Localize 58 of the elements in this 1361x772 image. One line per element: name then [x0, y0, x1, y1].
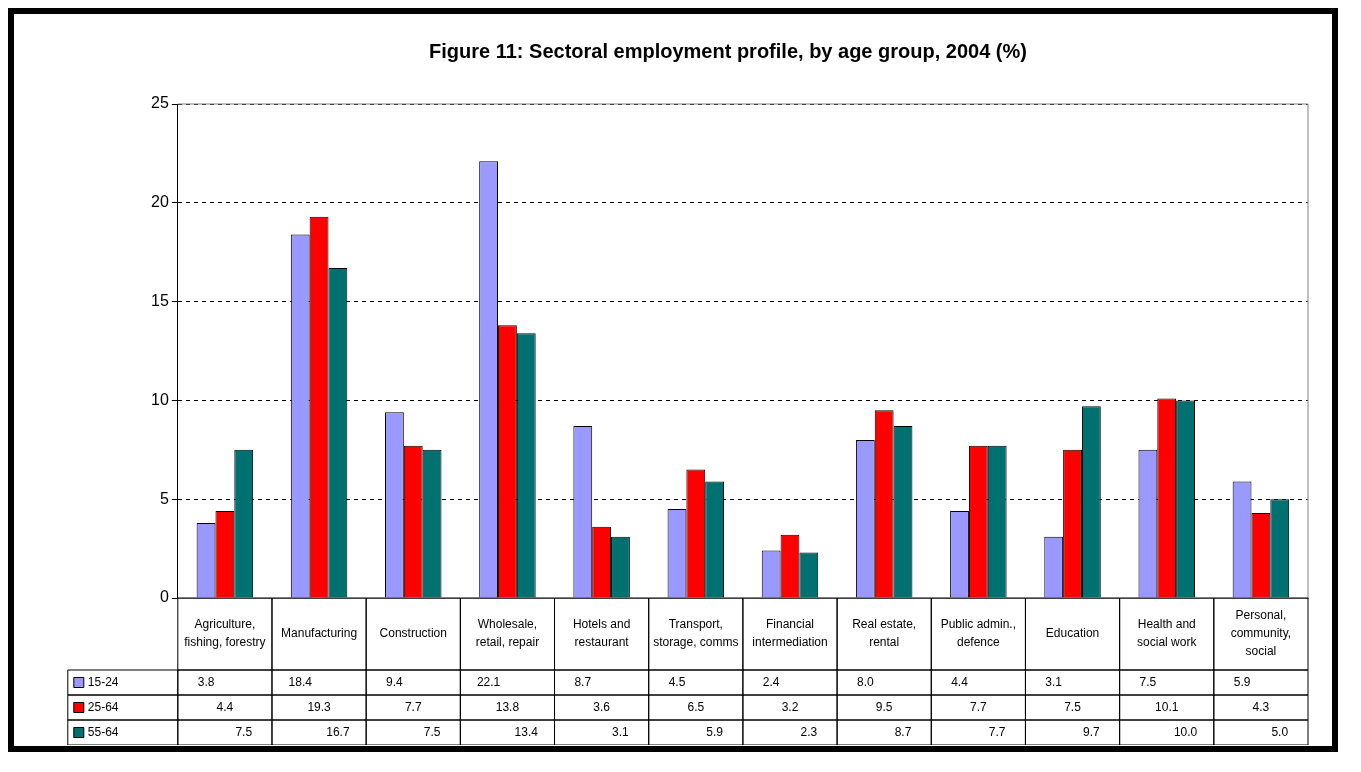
- x-tick-label: Public admin., defence: [940, 617, 1017, 650]
- x-tick-label: Education: [1045, 626, 1100, 641]
- data-label: 9.4: [386, 674, 404, 689]
- data-label: 3.6: [593, 699, 611, 714]
- y-tick-label: 20: [151, 193, 169, 211]
- data-label: 7.5: [423, 724, 441, 739]
- data-label: 4.5: [668, 674, 686, 689]
- data-label: 4.4: [216, 699, 234, 714]
- data-label: 2.3: [800, 724, 818, 739]
- y-tick-label: 10: [151, 390, 169, 408]
- legend-label: 25-64: [87, 699, 119, 714]
- data-label: 5.9: [1233, 674, 1251, 689]
- data-label: 7.7: [988, 724, 1006, 739]
- x-tick-label: Manufacturing: [281, 626, 358, 641]
- chart-title: Figure 11: Sectoral employment profile, by age group, 2004 (%): [429, 39, 1027, 62]
- x-tick-label: Real estate, rental: [852, 617, 917, 650]
- data-label: 5.0: [1271, 724, 1289, 739]
- y-tick-label: 25: [151, 94, 169, 112]
- data-label: 7.5: [235, 724, 253, 739]
- y-tick-label: 15: [151, 292, 169, 310]
- x-tick-label: Personal, community, social: [1230, 608, 1292, 659]
- data-label: 9.5: [875, 699, 893, 714]
- x-tick-label: Financial intermediation: [752, 617, 828, 650]
- data-label: 8.7: [894, 724, 912, 739]
- data-label: 8.0: [856, 674, 874, 689]
- x-tick-label: Agriculture, fishing, forestry: [184, 617, 266, 650]
- y-tick-label: 0: [159, 588, 169, 606]
- data-label: 10.1: [1155, 699, 1179, 714]
- data-label: 5.9: [706, 724, 724, 739]
- data-label: 19.3: [307, 699, 332, 714]
- data-label: 9.7: [1083, 724, 1101, 739]
- data-label: 13.8: [495, 699, 520, 714]
- data-label: 3.1: [1045, 674, 1063, 689]
- data-label: 16.7: [326, 724, 350, 739]
- data-label: 7.7: [404, 699, 422, 714]
- data-label: 7.5: [1064, 699, 1082, 714]
- data-label: 10.0: [1173, 724, 1198, 739]
- data-label: 6.5: [687, 699, 705, 714]
- legend-label: 55-64: [87, 724, 119, 739]
- data-label: 8.7: [574, 674, 592, 689]
- data-label: 4.3: [1252, 699, 1270, 714]
- x-tick-label: Hotels and restaurant: [572, 617, 631, 650]
- data-label: 13.4: [514, 724, 539, 739]
- y-tick-label: 5: [159, 489, 169, 507]
- x-tick-label: Construction: [379, 626, 447, 641]
- data-label: 3.1: [612, 724, 630, 739]
- legend-label: 15-24: [87, 674, 119, 689]
- x-tick-label: Wholesale, retail, repair: [475, 617, 540, 650]
- data-label: 3.8: [197, 674, 215, 689]
- data-label: 7.5: [1139, 674, 1157, 689]
- data-label: 7.7: [970, 699, 988, 714]
- x-tick-label: Health and social work: [1137, 617, 1198, 650]
- data-label: 2.4: [762, 674, 780, 689]
- data-label: 22.1: [476, 674, 501, 689]
- data-label: 18.4: [288, 674, 313, 689]
- x-tick-label: Transport, storage, comms: [653, 617, 739, 650]
- data-label: 3.2: [781, 699, 799, 714]
- data-label: 4.4: [951, 674, 969, 689]
